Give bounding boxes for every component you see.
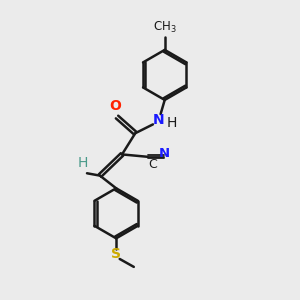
Text: O: O — [110, 99, 122, 113]
Text: H: H — [166, 116, 177, 130]
Text: N: N — [152, 113, 164, 127]
Text: S: S — [111, 247, 121, 261]
Text: N: N — [159, 147, 170, 160]
Text: CH$_3$: CH$_3$ — [153, 20, 177, 35]
Text: C: C — [148, 158, 157, 171]
Text: H: H — [78, 156, 88, 170]
